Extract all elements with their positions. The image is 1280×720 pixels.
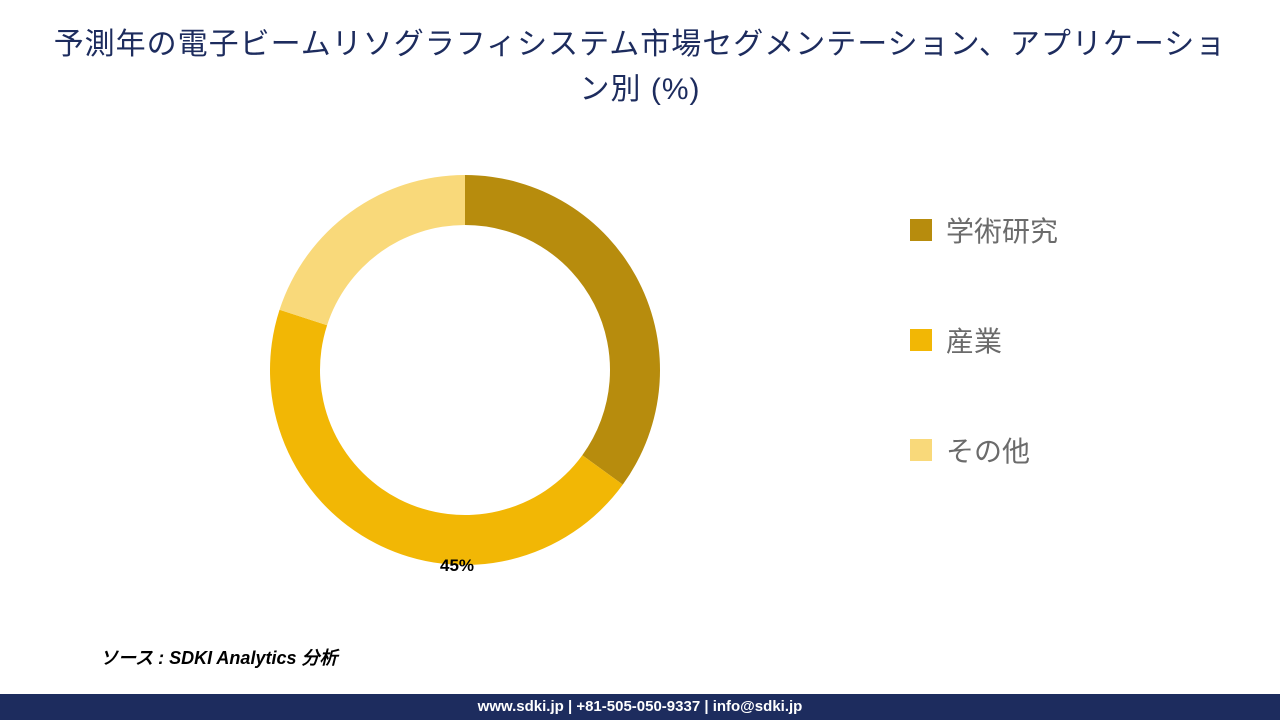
page-root: 予測年の電子ビームリソグラフィシステム市場セグメンテーション、アプリケーション別… [0, 0, 1280, 720]
pct-label-industrial: 45% [440, 556, 474, 576]
donut-chart [250, 155, 680, 585]
legend-swatch-icon [910, 329, 932, 351]
legend: 学術研究 産業 その他 [910, 210, 1170, 470]
chart-title: 予測年の電子ビームリソグラフィシステム市場セグメンテーション、アプリケーション別… [50, 22, 1230, 112]
donut-segment-other [280, 175, 465, 325]
legend-label: 学術研究 [946, 210, 1058, 250]
legend-item-industrial: 産業 [910, 320, 1170, 360]
donut-segment-academic [465, 175, 660, 485]
legend-label: 産業 [946, 320, 1002, 360]
legend-swatch-icon [910, 219, 932, 241]
source-text: ソース : SDKI Analytics 分析 [100, 644, 337, 670]
legend-label: その他 [946, 430, 1030, 470]
legend-item-academic: 学術研究 [910, 210, 1170, 250]
donut-segment-industrial [270, 310, 623, 565]
footer-bar: www.sdki.jp | +81-505-050-9337 | info@sd… [0, 694, 1280, 720]
legend-swatch-icon [910, 439, 932, 461]
donut-svg [250, 155, 680, 585]
legend-item-other: その他 [910, 430, 1170, 470]
